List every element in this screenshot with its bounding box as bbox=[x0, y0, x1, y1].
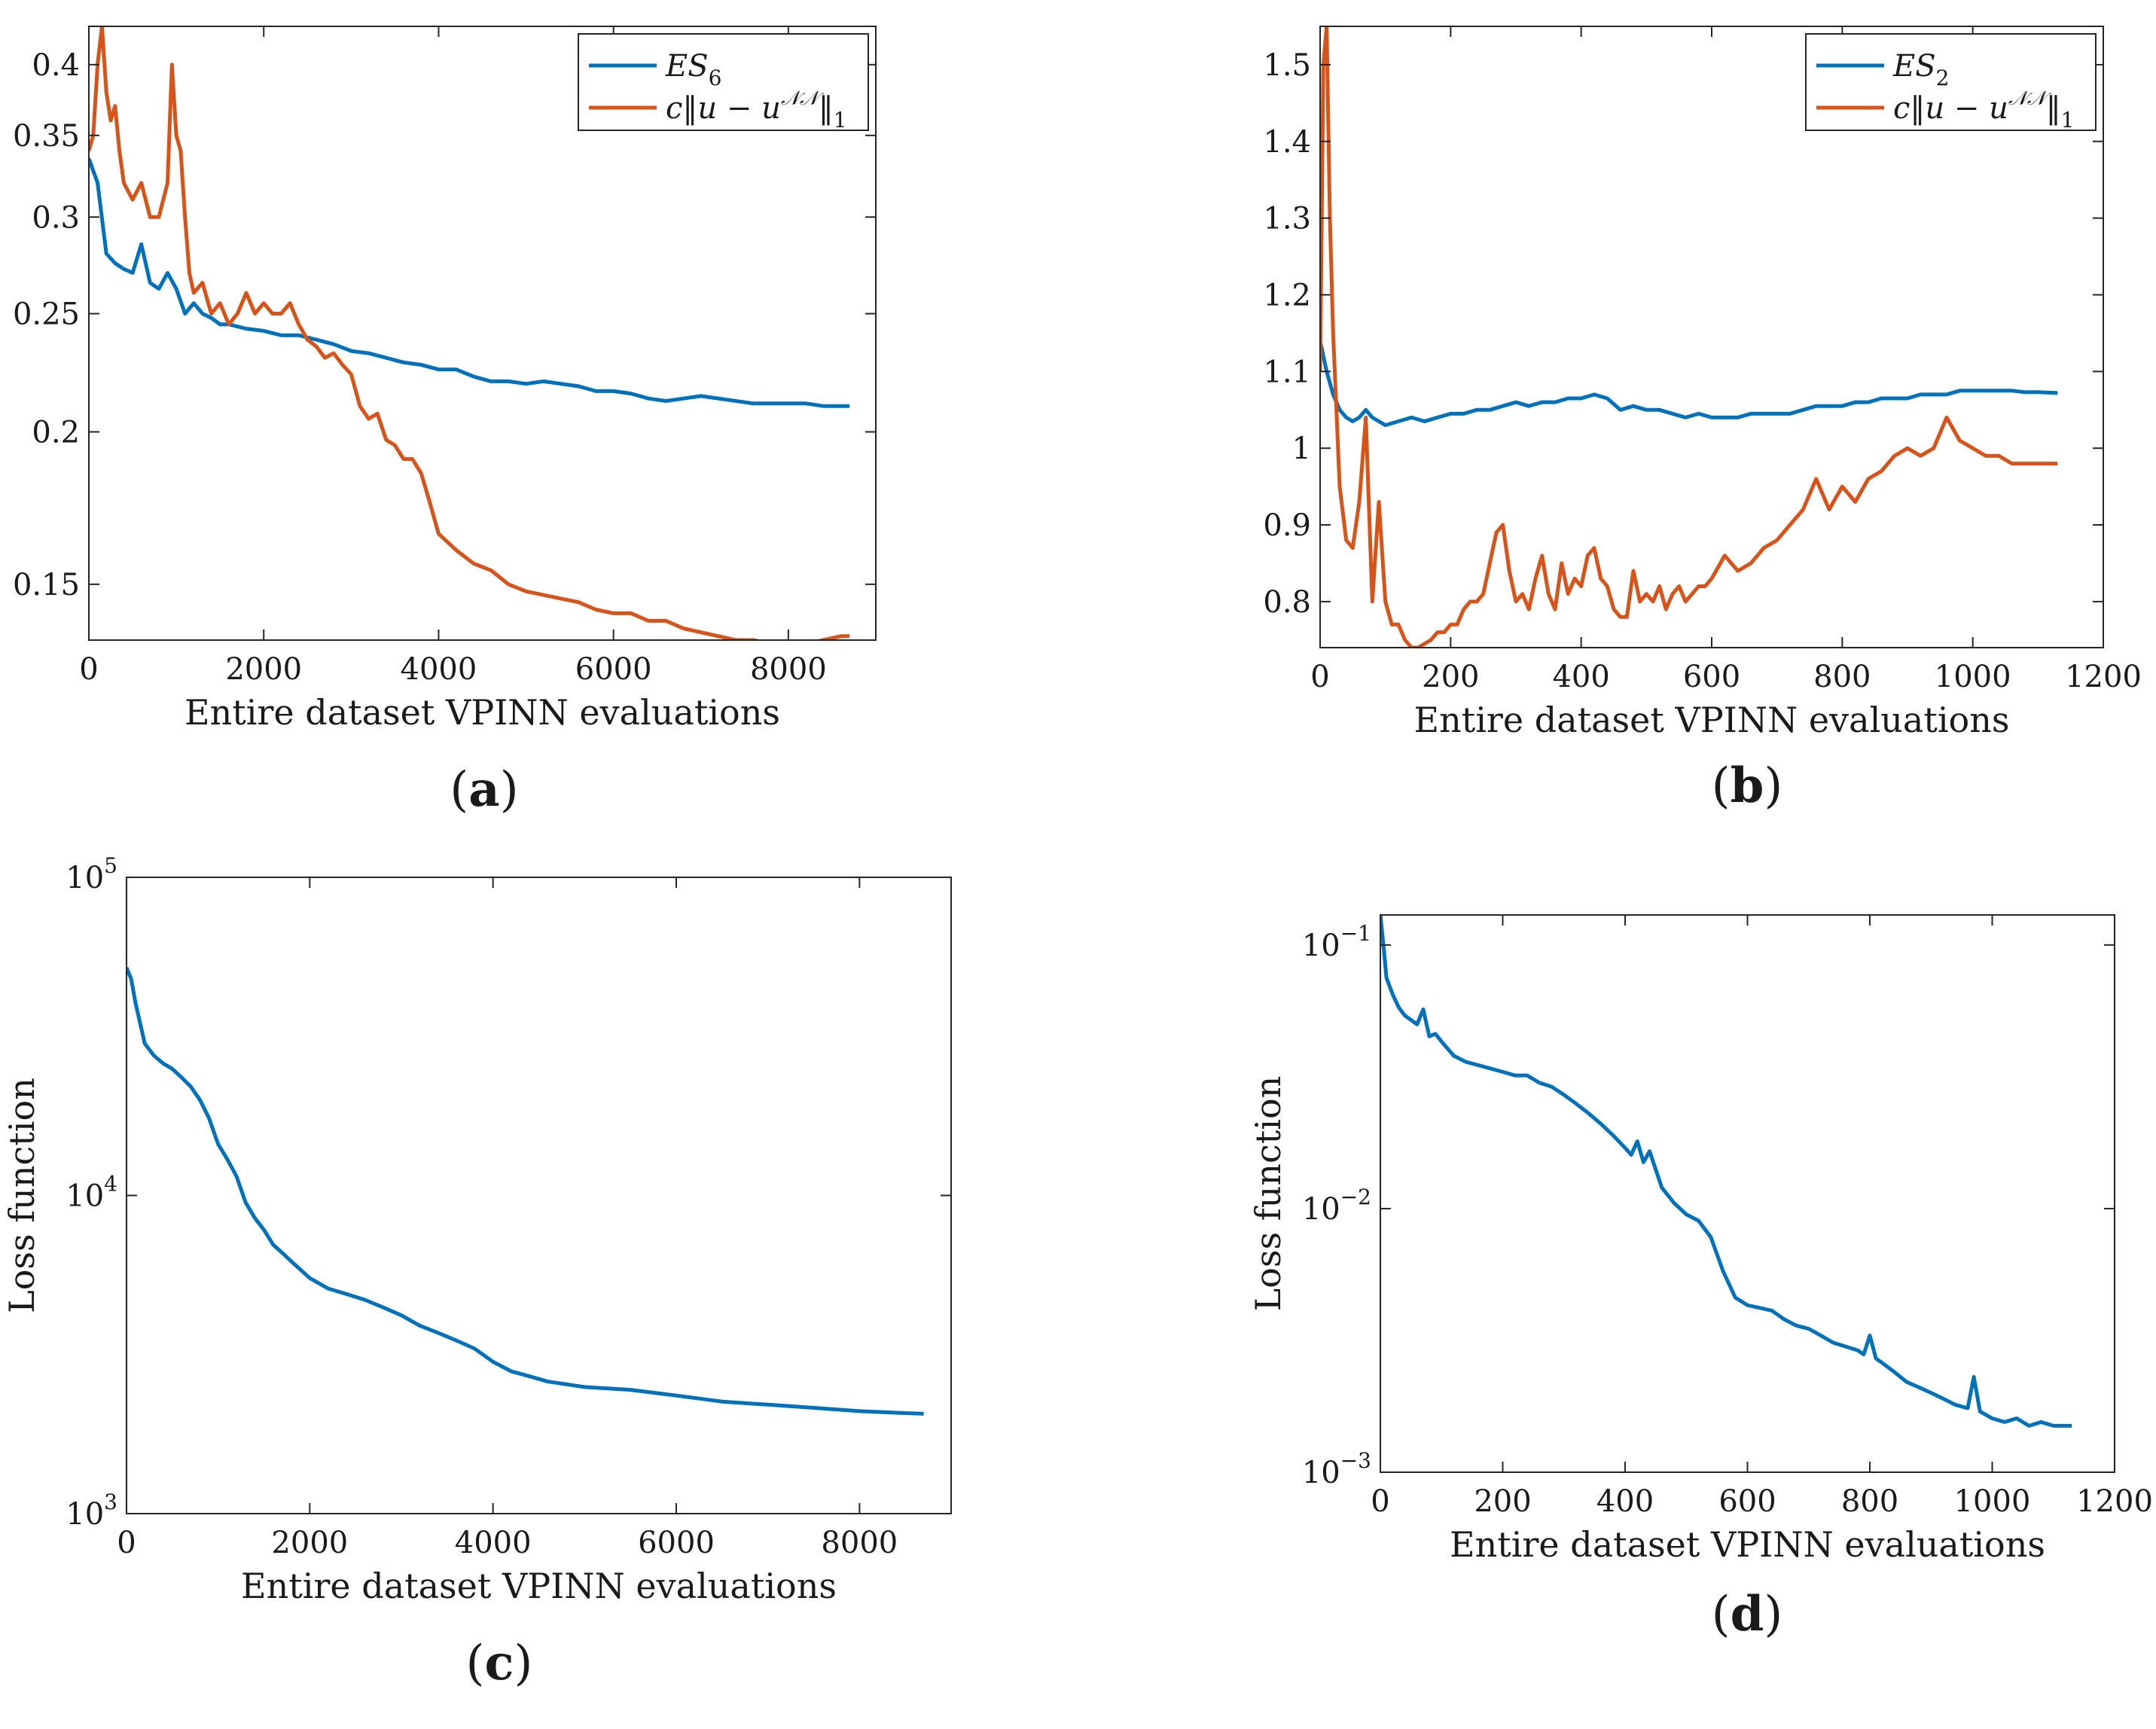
x-tick-label: 200 bbox=[1474, 1484, 1531, 1519]
y-tick-label: 0.3 bbox=[32, 200, 80, 235]
chart-a: 0 2000 4000 6000 8000 0.15 0.2 0.25 0.3 0.35 0.4 En… bbox=[13, 26, 877, 818]
panel-label: (c) bbox=[466, 1635, 533, 1691]
x-tick-label: 800 bbox=[1841, 1484, 1898, 1519]
y-tick-label: 105 bbox=[66, 853, 117, 895]
x-tick-label: 400 bbox=[1596, 1484, 1654, 1519]
x-axis-label: Entire dataset VPINN evaluations bbox=[1450, 1524, 2045, 1565]
y-tick-label: 0.2 bbox=[32, 415, 80, 450]
series-line-b-0 bbox=[1320, 340, 2058, 428]
x-tick-label: 800 bbox=[1813, 660, 1871, 694]
x-axis-label: Entire dataset VPINN evaluations bbox=[1414, 700, 2010, 740]
x-axis-label: Entire dataset VPINN evaluations bbox=[241, 1566, 837, 1606]
y-tick-label: 0.25 bbox=[13, 297, 80, 332]
x-tick-label: 400 bbox=[1552, 660, 1609, 694]
y-tick-label: 0.9 bbox=[1263, 508, 1311, 543]
series-line-a-0 bbox=[89, 157, 850, 408]
y-tick-label: 1.2 bbox=[1263, 278, 1311, 313]
legend-box bbox=[1805, 33, 2097, 131]
y-tick-label: 1.1 bbox=[1263, 355, 1311, 389]
series-line-c-0 bbox=[127, 967, 924, 1416]
x-tick-label: 0 bbox=[117, 1526, 136, 1560]
x-tick-label: 1200 bbox=[2076, 1484, 2153, 1519]
x-tick-label: 0 bbox=[1310, 660, 1329, 694]
x-tick-label: 600 bbox=[1718, 1484, 1776, 1519]
y-tick-label: 0.35 bbox=[13, 119, 80, 154]
chart-b: 0 200 400 600 800 1000 1200 0.8 0.9 1 1.1 1.2 1.3 1.4… bbox=[1263, 26, 2142, 814]
legend-entry: ES6 bbox=[665, 49, 721, 90]
panel-label: (d) bbox=[1712, 1586, 1783, 1642]
x-tick-label: 1200 bbox=[2065, 660, 2142, 694]
series-line-d-0 bbox=[1380, 915, 2072, 1428]
axes-box-a bbox=[88, 26, 877, 641]
y-tick-label: 1.4 bbox=[1263, 125, 1311, 160]
legend-entry: c‖u − u𝒩𝒩‖1 bbox=[1893, 87, 2075, 133]
x-axis-label: Entire dataset VPINN evaluations bbox=[184, 692, 780, 733]
x-tick-label: 6000 bbox=[638, 1526, 715, 1560]
y-tick-label: 0.15 bbox=[13, 568, 80, 602]
x-tick-label: 8000 bbox=[821, 1526, 898, 1560]
chart-d: 0 200 400 600 800 1000 1200 10−3 10−2 10−1 Entire … bbox=[1248, 914, 2153, 1642]
axes-box-c bbox=[126, 877, 952, 1514]
x-tick-label: 2000 bbox=[271, 1526, 348, 1560]
series-line-a-1 bbox=[89, 26, 850, 640]
y-tick-label: 10−2 bbox=[1302, 1185, 1371, 1227]
legend-entry: c‖u − u𝒩𝒩‖1 bbox=[666, 87, 847, 133]
x-tick-label: 1000 bbox=[1935, 660, 2011, 694]
x-tick-label: 2000 bbox=[225, 652, 302, 687]
x-tick-label: 0 bbox=[79, 652, 98, 687]
x-tick-label: 6000 bbox=[575, 652, 652, 687]
y-tick-label: 1.5 bbox=[1263, 48, 1311, 83]
y-tick-label: 0.4 bbox=[32, 48, 80, 83]
x-tick-label: 8000 bbox=[750, 652, 827, 687]
y-tick-label: 104 bbox=[66, 1172, 117, 1214]
y-tick-label: 1.3 bbox=[1263, 202, 1311, 236]
legend-box bbox=[578, 33, 869, 131]
x-tick-label: 4000 bbox=[455, 1526, 532, 1560]
y-tick-label: 1 bbox=[1292, 431, 1311, 466]
axes-box-d bbox=[1380, 914, 2115, 1473]
x-tick-label: 1000 bbox=[1954, 1484, 2031, 1519]
y-axis-label: Loss function bbox=[2, 1078, 42, 1313]
x-tick-label: 0 bbox=[1371, 1484, 1389, 1519]
y-tick-label: 103 bbox=[66, 1490, 117, 1532]
y-tick-label: 10−3 bbox=[1302, 1448, 1371, 1490]
y-tick-label: 0.8 bbox=[1263, 585, 1311, 620]
panel-label: (a) bbox=[450, 761, 518, 818]
x-tick-label: 600 bbox=[1683, 660, 1740, 694]
x-tick-label: 4000 bbox=[401, 652, 477, 687]
x-tick-label: 200 bbox=[1422, 660, 1479, 694]
panel-label: (b) bbox=[1712, 758, 1783, 814]
series-line-b-1 bbox=[1320, 26, 2058, 648]
legend-entry: ES2 bbox=[1892, 49, 1949, 90]
chart-c: 0 2000 4000 6000 8000 103 104 105 Entire dataset… bbox=[2, 853, 952, 1691]
y-axis-label: Loss function bbox=[1248, 1076, 1288, 1312]
y-tick-label: 10−1 bbox=[1302, 921, 1371, 963]
